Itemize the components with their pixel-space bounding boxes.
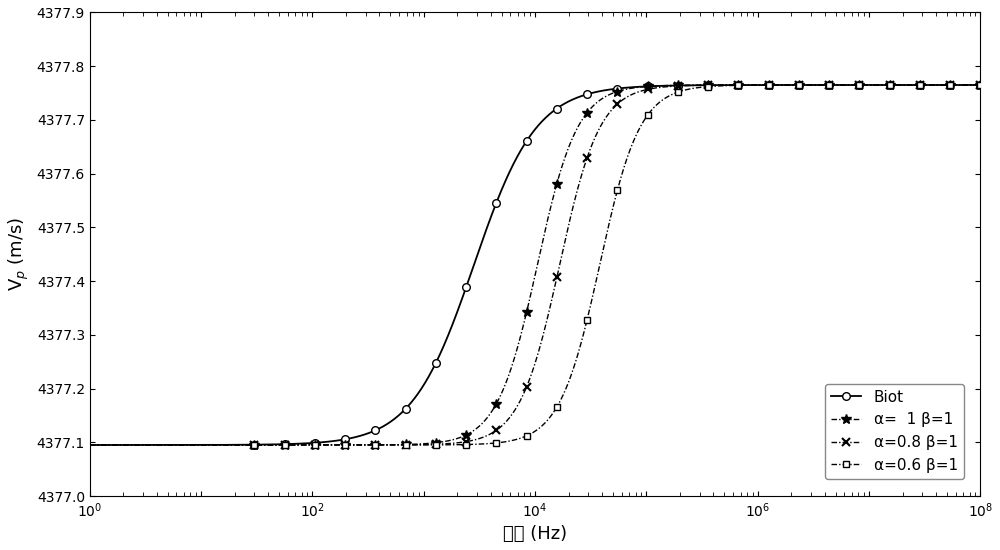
Y-axis label: V$_{p}$ (m/s): V$_{p}$ (m/s)	[7, 217, 31, 292]
X-axis label: 频率 (Hz): 频率 (Hz)	[503, 525, 567, 543]
Legend: Biot, α=  1 β=1, α=0.8 β=1, α=0.6 β=1: Biot, α= 1 β=1, α=0.8 β=1, α=0.6 β=1	[825, 383, 964, 478]
